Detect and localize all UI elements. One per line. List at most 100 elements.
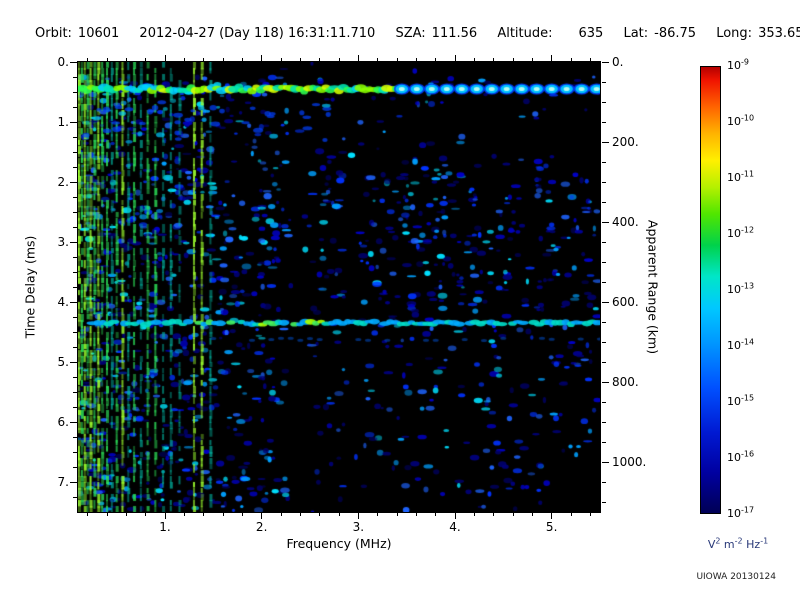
colorbar-tick-label: 10-17	[727, 505, 755, 520]
axis-tick	[602, 441, 606, 443]
axis-tick	[602, 61, 609, 63]
axis-tick	[73, 346, 77, 348]
axis-tick	[357, 55, 359, 61]
axis-tick	[602, 121, 606, 123]
axis-tick	[299, 513, 301, 516]
axis-tick	[531, 58, 533, 61]
axis-tick	[222, 58, 224, 61]
axis-tick	[73, 106, 77, 108]
altitude-label: Altitude:	[497, 26, 553, 41]
colorbar-tick-label: 10-9	[727, 57, 749, 72]
ionogram-heatmap	[78, 62, 600, 512]
datetime-field: 2012-04-27 (Day 118) 16:31:11.710	[139, 26, 376, 41]
right-axis-title: Apparent Range (km)	[645, 219, 661, 355]
axis-tick	[493, 58, 495, 61]
axis-tick	[70, 121, 77, 123]
axis-tick	[73, 226, 77, 228]
colorbar	[700, 66, 721, 514]
axis-tick	[70, 301, 77, 303]
axis-tick	[73, 76, 77, 78]
axis-tick	[73, 91, 77, 93]
axis-tick	[602, 381, 609, 383]
axis-tick	[261, 55, 263, 61]
axis-tick	[602, 461, 609, 463]
altitude-value: 635	[578, 26, 604, 41]
axis-tick	[319, 58, 321, 61]
axis-tick	[73, 271, 77, 273]
axis-tick	[602, 261, 606, 263]
sza-value: 111.56	[431, 26, 478, 41]
axis-tick	[73, 391, 77, 393]
axis-tick	[73, 151, 77, 153]
axis-tick	[73, 406, 77, 408]
y-tick-label: 7.	[57, 475, 69, 489]
long-field: Long: 353.65	[716, 26, 800, 41]
y-tick-label: 5.	[57, 355, 69, 369]
axis-tick	[435, 58, 437, 61]
sza-field: SZA: 111.56	[395, 26, 477, 41]
axis-tick	[454, 513, 456, 519]
axis-tick	[261, 513, 263, 519]
range-tick-label: 800.	[612, 375, 639, 389]
axis-tick	[589, 58, 591, 61]
header-info: Orbit: 10601 2012-04-27 (Day 118) 16:31:1…	[35, 26, 800, 41]
axis-tick	[415, 58, 417, 61]
axis-tick	[280, 513, 282, 516]
axis-tick	[602, 301, 609, 303]
orbit-field: Orbit: 10601	[35, 26, 119, 41]
left-axis-title: Time Delay (ms)	[22, 235, 38, 339]
axis-tick	[241, 513, 243, 516]
axis-tick	[73, 166, 77, 168]
axis-tick	[338, 58, 340, 61]
credit-watermark: UIOWA 20130124	[696, 572, 776, 582]
colorbar-tick-label: 10-16	[727, 449, 755, 464]
axis-tick	[73, 256, 77, 258]
axis-tick	[602, 281, 606, 283]
axis-tick	[73, 211, 77, 213]
axis-tick	[73, 286, 77, 288]
axis-tick	[73, 376, 77, 378]
axis-tick	[602, 501, 606, 503]
axis-tick	[73, 436, 77, 438]
colorbar-unit-label: V2 m-2 Hz-1	[707, 536, 769, 551]
axis-tick	[602, 321, 606, 323]
axis-tick	[415, 513, 417, 516]
lat-field: Lat: -86.75	[623, 26, 696, 41]
colorbar-tick-label: 10-15	[727, 393, 755, 408]
orbit-value: 10601	[77, 26, 120, 41]
x-tick-label: 4.	[449, 520, 461, 534]
y-tick-label: 6.	[57, 415, 69, 429]
axis-tick	[454, 55, 456, 61]
orbit-label: Orbit:	[35, 26, 72, 41]
axis-tick	[551, 55, 553, 61]
axis-tick	[589, 513, 591, 516]
axis-tick	[396, 58, 398, 61]
axis-tick	[73, 466, 77, 468]
axis-tick	[87, 513, 89, 516]
colorbar-tick-label: 10-12	[727, 225, 755, 240]
colorbar-tick-label: 10-11	[727, 169, 755, 184]
axis-tick	[73, 136, 77, 138]
axis-tick	[602, 161, 606, 163]
x-tick-label: 1.	[159, 520, 171, 534]
x-tick-label: 2.	[255, 520, 268, 534]
axis-tick	[183, 58, 185, 61]
axis-tick	[602, 101, 606, 103]
axis-tick	[73, 451, 77, 453]
axis-tick	[222, 513, 224, 516]
axis-tick	[531, 513, 533, 516]
axis-tick	[602, 241, 606, 243]
axis-tick	[70, 361, 77, 363]
axis-tick	[396, 513, 398, 516]
axis-tick	[70, 61, 77, 63]
axis-tick	[602, 421, 606, 423]
axis-tick	[319, 513, 321, 516]
x-tick-label: 5.	[545, 520, 558, 534]
x-tick-label: 3.	[352, 520, 365, 534]
long-value: 353.65	[758, 26, 800, 41]
axis-tick	[512, 58, 514, 61]
axis-tick	[602, 401, 606, 403]
axis-tick	[145, 513, 147, 516]
axis-tick	[473, 513, 475, 516]
